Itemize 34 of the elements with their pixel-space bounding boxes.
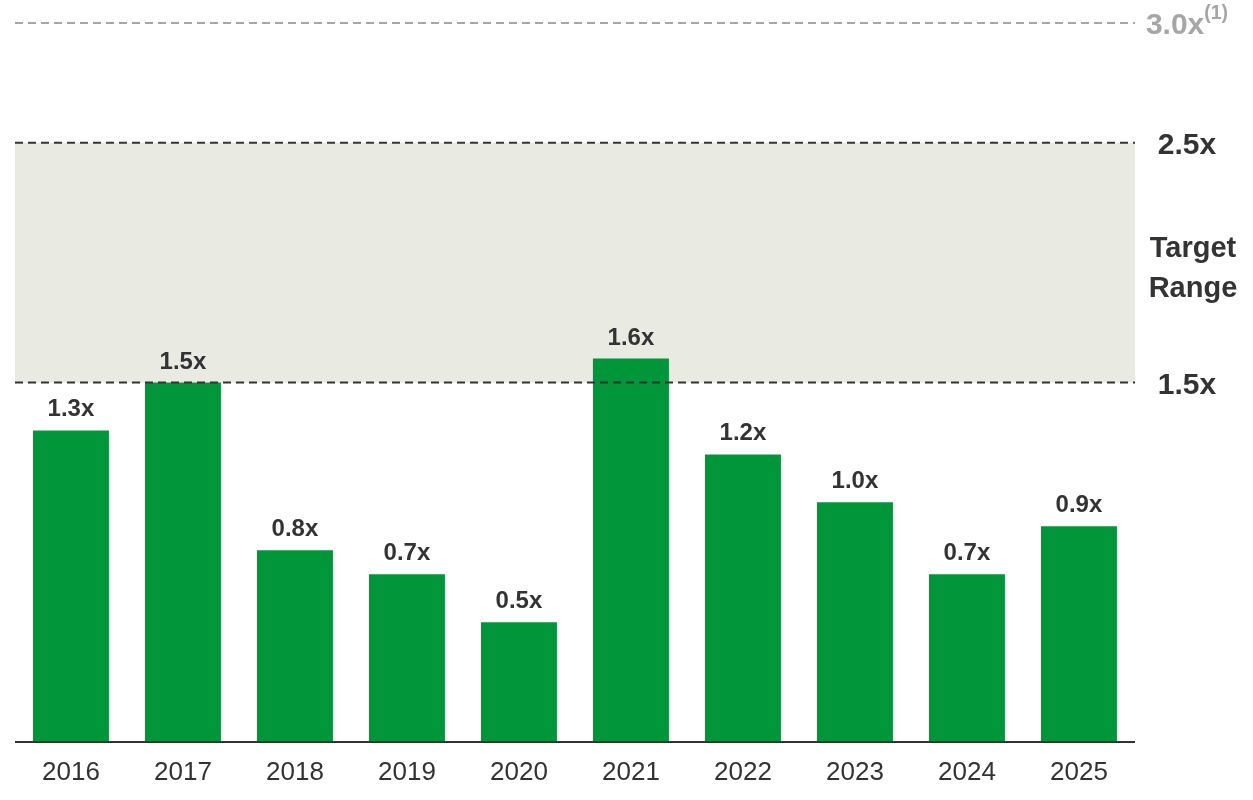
data-label: 1.3x	[47, 394, 95, 422]
band-label: Target Range	[1148, 230, 1238, 303]
bar	[256, 550, 333, 742]
data-label: 1.5x	[159, 346, 207, 374]
bar	[928, 574, 1005, 742]
ref-line-label: 3.0x$^{(1)}$	[1145, 1, 1229, 40]
x-tick-label: 2021	[602, 756, 660, 787]
x-tick-label: 2023	[826, 756, 884, 787]
bar	[592, 358, 669, 742]
x-tick-label: 2019	[378, 756, 436, 787]
bar	[1040, 526, 1117, 742]
x-tick-label: 2017	[154, 756, 212, 787]
bar	[816, 502, 893, 742]
x-tick-label: 2018	[266, 756, 324, 787]
data-label: 0.9x	[1055, 490, 1103, 518]
bar	[368, 574, 445, 742]
x-tick-label: 2020	[490, 756, 548, 787]
data-label: 0.7x	[383, 538, 431, 566]
bar	[32, 430, 109, 742]
data-label: 1.2x	[719, 418, 767, 446]
bar	[704, 454, 781, 742]
data-label: 0.7x	[943, 538, 991, 566]
data-label: 1.6x	[607, 322, 655, 350]
bar	[144, 382, 221, 742]
x-tick-label: 2016	[42, 756, 100, 787]
x-tick-label: 2024	[938, 756, 996, 787]
bar	[480, 622, 557, 742]
x-tick-label: 2025	[1050, 756, 1108, 787]
data-label: 1.0x	[831, 466, 879, 494]
x-tick-label: 2022	[714, 756, 772, 787]
ref-line-label: 1.5x	[1157, 366, 1217, 399]
ref-line-label: 2.5x	[1157, 126, 1217, 160]
data-label: 0.5x	[495, 586, 543, 614]
data-label: 0.8x	[271, 514, 319, 542]
